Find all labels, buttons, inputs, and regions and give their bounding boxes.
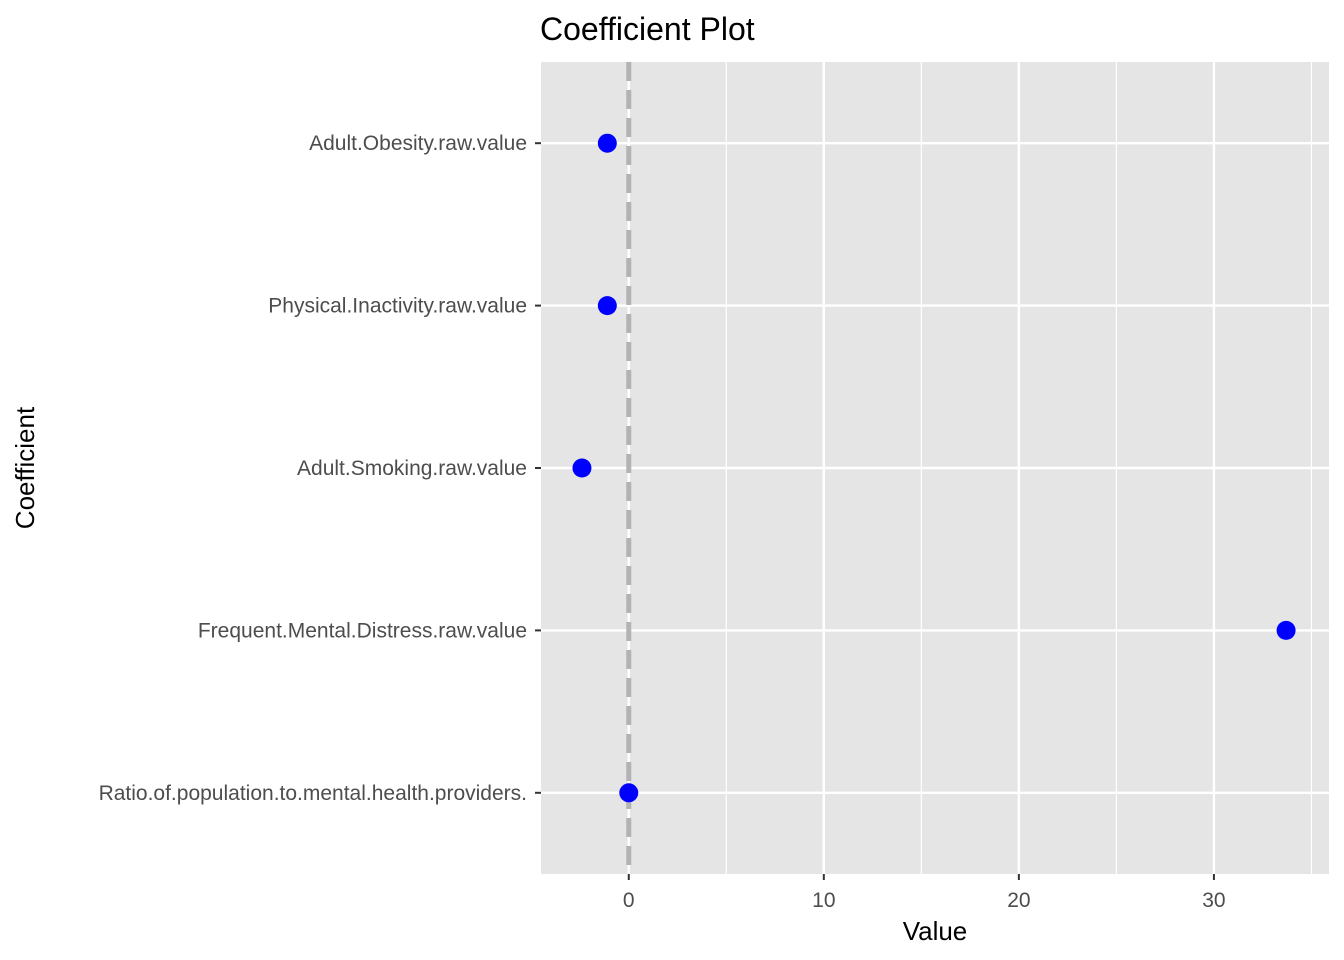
y-tick-label: Frequent.Mental.Distress.raw.value <box>198 619 527 642</box>
x-axis-title: Value <box>903 916 968 946</box>
coefficient-point <box>597 133 617 153</box>
coefficient-points <box>572 133 1296 803</box>
major-gridlines <box>541 62 1329 874</box>
y-tick-label: Adult.Smoking.raw.value <box>297 457 527 480</box>
coefficient-point <box>1276 620 1296 640</box>
coefficient-point <box>572 458 592 478</box>
y-tick-label: Ratio.of.population.to.mental.health.pro… <box>99 782 527 805</box>
x-tick-label: 20 <box>1007 889 1030 912</box>
x-tick-label: 30 <box>1202 889 1225 912</box>
coefficient-point <box>619 783 639 803</box>
x-tick-label: 10 <box>812 889 835 912</box>
x-axis: 0 10 20 30 <box>623 874 1226 912</box>
y-tick-label: Physical.Inactivity.raw.value <box>268 295 527 318</box>
coefficient-point <box>597 296 617 316</box>
y-axis: Adult.Obesity.raw.value Physical.Inactivi… <box>99 132 541 805</box>
y-axis-title: Coefficient <box>10 406 40 529</box>
y-tick-label: Adult.Obesity.raw.value <box>309 132 527 155</box>
chart-title: Coefficient Plot <box>540 11 755 47</box>
x-tick-label: 0 <box>623 889 635 912</box>
